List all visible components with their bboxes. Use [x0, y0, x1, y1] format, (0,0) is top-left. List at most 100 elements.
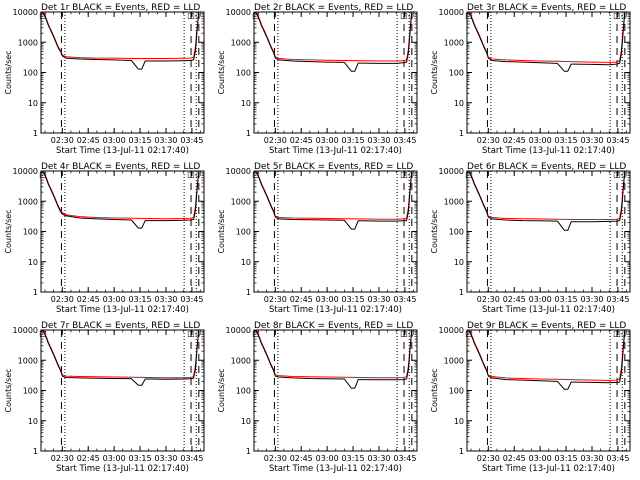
x-tick-label: 03:15: [129, 295, 152, 304]
y-tick-label: 1: [246, 447, 251, 456]
x-tick-label: 03:45: [606, 295, 629, 304]
x-tick-label: 02:45: [503, 454, 526, 463]
x-axis-label: Start Time (13-Jul-11 02:17:40): [482, 305, 615, 315]
y-tick-label: 1: [33, 288, 38, 297]
series-events-line: [466, 329, 629, 390]
series-lld-line: [40, 170, 203, 220]
x-axis-label: Start Time (13-Jul-11 02:17:40): [269, 464, 402, 474]
y-tick-label: 10000: [439, 8, 464, 17]
panel-title: Det 3r BLACK = Events, RED = LLD: [467, 3, 626, 13]
plot-frame: [466, 11, 631, 134]
y-axis-label: Counts/sec: [217, 50, 226, 94]
y-axis-label: Counts/sec: [430, 368, 439, 412]
y-tick-label: 1000: [231, 38, 251, 47]
y-tick-label: 1000: [444, 197, 464, 206]
panel-det-7: Det 7r BLACK = Events, RED = LLD 1 10 100 10…: [4, 321, 205, 474]
y-tick-label: 10000: [439, 167, 464, 176]
x-tick-label: 03:45: [393, 295, 416, 304]
y-tick-label: 100: [449, 387, 464, 396]
y-tick-label: 10: [454, 258, 464, 267]
x-tick-label: 03:15: [555, 454, 578, 463]
x-tick-label: 03:00: [529, 295, 552, 304]
y-tick-label: 10000: [226, 167, 251, 176]
x-axis-label: Start Time (13-Jul-11 02:17:40): [269, 146, 402, 156]
x-tick-label: 02:45: [77, 454, 100, 463]
y-tick-label: 1: [33, 447, 38, 456]
plot-frame: [253, 11, 418, 134]
y-tick-label: 1: [33, 129, 38, 138]
y-tick-label: 10: [241, 258, 251, 267]
plot-frame: [466, 170, 631, 293]
x-tick-label: 03:30: [367, 454, 390, 463]
panel-det-8: Det 8r BLACK = Events, RED = LLD 1 10 100 10…: [217, 321, 418, 474]
x-tick-label: 02:30: [477, 295, 500, 304]
panel-title: Det 4r BLACK = Events, RED = LLD: [41, 162, 200, 172]
y-tick-label: 100: [23, 228, 38, 237]
x-tick-label: 03:30: [580, 454, 603, 463]
y-axis-label: Counts/sec: [4, 368, 13, 412]
x-axis-label: Start Time (13-Jul-11 02:17:40): [269, 305, 402, 315]
y-tick-label: 1000: [444, 356, 464, 365]
x-tick-label: 02:45: [290, 295, 313, 304]
top-marker: □: [39, 329, 47, 338]
x-tick-label: 03:15: [342, 136, 365, 145]
y-tick-label: 100: [23, 387, 38, 396]
series-events-line: [40, 329, 203, 386]
panel-det-4: Det 4r BLACK = Events, RED = LLD 1 10 100 10…: [4, 162, 205, 315]
series-events-line: [253, 329, 416, 389]
y-tick-label: 1000: [18, 197, 38, 206]
x-tick-label: 03:15: [342, 295, 365, 304]
panel-det-9: Det 9r BLACK = Events, RED = LLD 1 10 100 10…: [430, 321, 631, 474]
y-tick-label: 1000: [231, 197, 251, 206]
x-tick-label: 02:45: [290, 136, 313, 145]
x-tick-label: 03:30: [154, 136, 177, 145]
x-tick-label: 03:00: [316, 136, 339, 145]
x-tick-label: 03:00: [103, 136, 126, 145]
y-tick-label: 10: [241, 99, 251, 108]
top-marker: □: [613, 329, 621, 338]
y-tick-label: 10000: [13, 167, 38, 176]
series-events-line: [40, 11, 203, 70]
x-tick-label: 02:45: [503, 136, 526, 145]
y-tick-label: 1000: [18, 38, 38, 47]
y-tick-label: 10: [241, 417, 251, 426]
x-axis-label: Start Time (13-Jul-11 02:17:40): [56, 464, 189, 474]
y-tick-label: 10: [28, 258, 38, 267]
y-axis-label: Counts/sec: [430, 50, 439, 94]
x-tick-label: 02:30: [477, 454, 500, 463]
top-marker: □: [613, 170, 621, 179]
y-tick-label: 1: [246, 288, 251, 297]
x-tick-label: 02:45: [503, 295, 526, 304]
x-tick-label: 03:15: [129, 136, 152, 145]
x-tick-label: 03:00: [103, 454, 126, 463]
x-tick-label: 03:30: [154, 454, 177, 463]
top-marker: □: [39, 11, 47, 20]
y-tick-label: 10000: [226, 326, 251, 335]
x-axis-label: Start Time (13-Jul-11 02:17:40): [482, 146, 615, 156]
y-axis-label: Counts/sec: [4, 50, 13, 94]
y-tick-label: 10: [454, 417, 464, 426]
x-tick-label: 03:15: [555, 136, 578, 145]
y-tick-label: 100: [236, 69, 251, 78]
top-marker: □: [465, 329, 473, 338]
top-marker: □: [39, 170, 47, 179]
y-tick-label: 100: [449, 228, 464, 237]
x-axis-label: Start Time (13-Jul-11 02:17:40): [56, 146, 189, 156]
plot-frame: [40, 11, 205, 134]
x-tick-label: 03:15: [342, 454, 365, 463]
x-tick-label: 03:45: [180, 454, 203, 463]
panel-det-1: Det 1r BLACK = Events, RED = LLD 1 10 100 10…: [4, 3, 205, 156]
y-tick-label: 10000: [13, 8, 38, 17]
y-tick-label: 1: [459, 129, 464, 138]
y-tick-label: 1: [459, 447, 464, 456]
series-events-line: [253, 11, 416, 72]
panel-title: Det 1r BLACK = Events, RED = LLD: [41, 3, 200, 13]
top-marker: □: [187, 329, 195, 338]
y-axis-label: Counts/sec: [430, 209, 439, 253]
y-tick-label: 10000: [226, 8, 251, 17]
plot-frame: [40, 170, 205, 293]
x-tick-label: 03:00: [316, 295, 339, 304]
x-tick-label: 03:15: [129, 454, 152, 463]
x-tick-label: 03:45: [180, 295, 203, 304]
y-tick-label: 1000: [444, 38, 464, 47]
